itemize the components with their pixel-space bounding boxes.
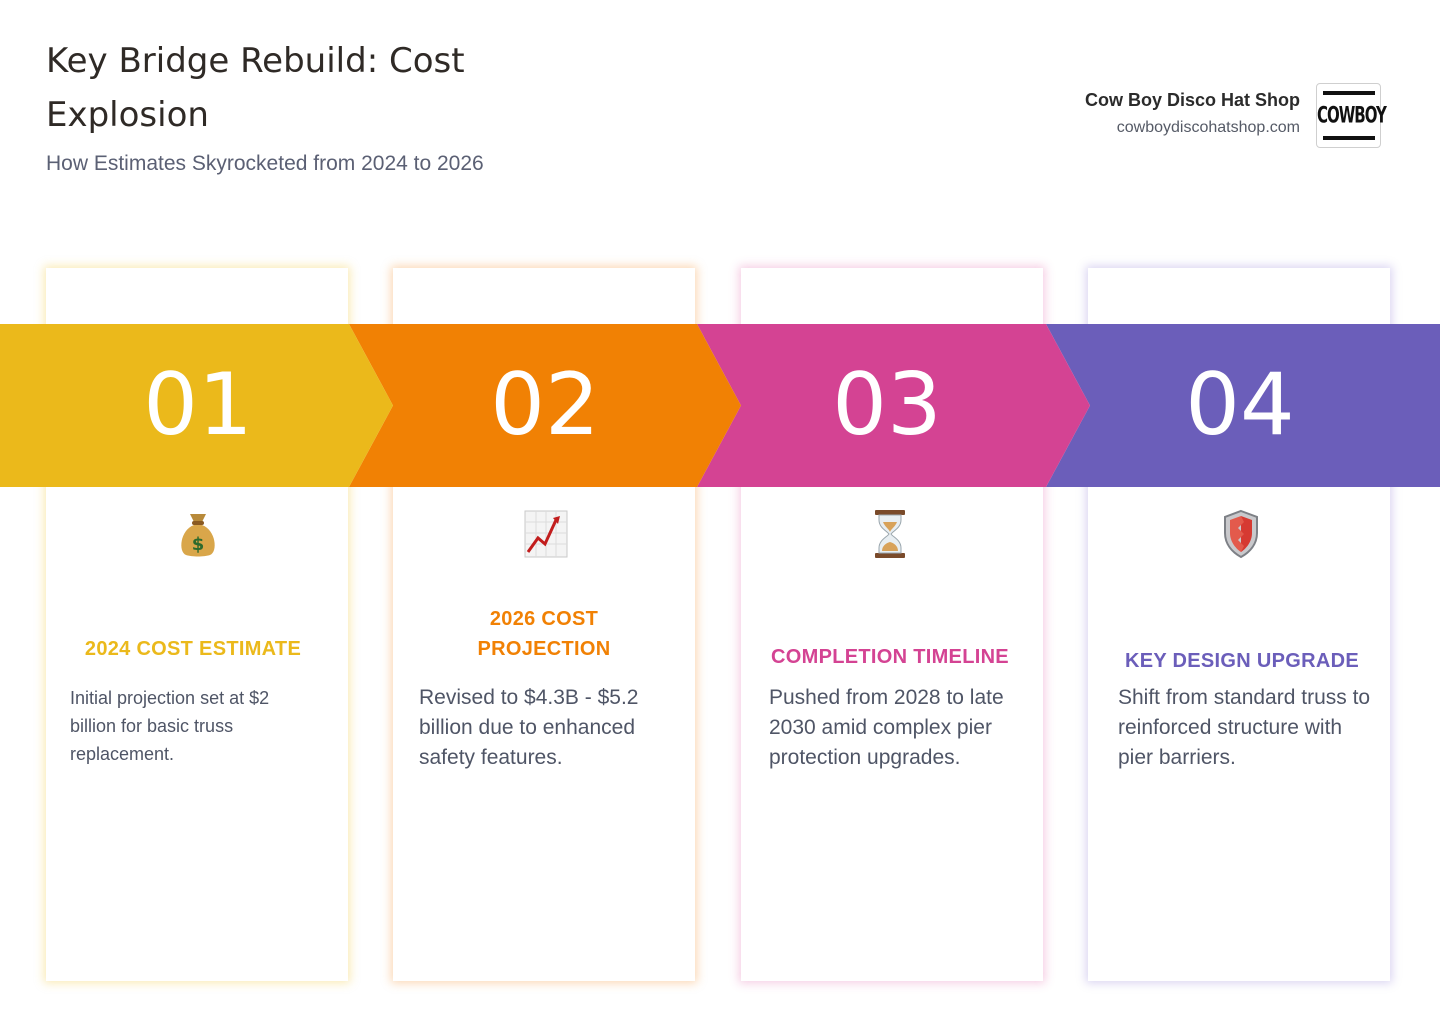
step-arrow-band: 01 02 03 04 [0,324,1440,487]
brand-name: Cow Boy Disco Hat Shop [1084,90,1300,110]
step-number-1: 01 [143,355,252,455]
card-text-2: Revised to $4.3B - $5.2 billion due to e… [419,686,639,769]
chart-increasing-icon [524,510,568,558]
page-title: Key Bridge Rebuild: Cost Explosion [46,41,465,135]
card-title-1: 2024 COST ESTIMATE [84,638,302,660]
step-number-4: 04 [1185,355,1294,455]
logo-bar-top [1323,91,1375,95]
hourglass-icon [875,510,905,558]
card-text-4: Shift from standard truss to reinforced … [1118,686,1371,769]
card-text-3: Pushed from 2028 to late 2030 amid compl… [769,686,1004,769]
brand-block: Cow Boy Disco Hat Shop cowboydiscohatsho… [1085,90,1300,137]
card-title-2: 2026 COST PROJECTION [477,608,611,660]
card-title-3: COMPLETION TIMELINE [771,646,1009,668]
card-text-1: Initial projection set at $2 billion for… [70,688,270,764]
step-number-3: 03 [832,355,941,455]
arrow-segment-3 [697,324,1090,487]
money-bag-icon: $ [181,514,215,557]
brand-url[interactable]: cowboydiscohatshop.com [1116,119,1300,136]
brand-logo: COWBOY [1316,83,1387,148]
page-subtitle: How Estimates Skyrocketed from 2024 to 2… [46,152,484,175]
svg-text:$: $ [192,534,205,555]
arrow-segment-2 [349,324,741,487]
step-number-2: 02 [490,355,599,455]
arrow-segment-4 [1046,324,1440,487]
card-title-4: KEY DESIGN UPGRADE [1125,650,1359,672]
arrow-segment-1 [0,324,393,487]
shield-icon [1224,509,1258,559]
logo-bar-bottom [1323,136,1375,140]
logo-text: COWBOY [1317,101,1387,129]
